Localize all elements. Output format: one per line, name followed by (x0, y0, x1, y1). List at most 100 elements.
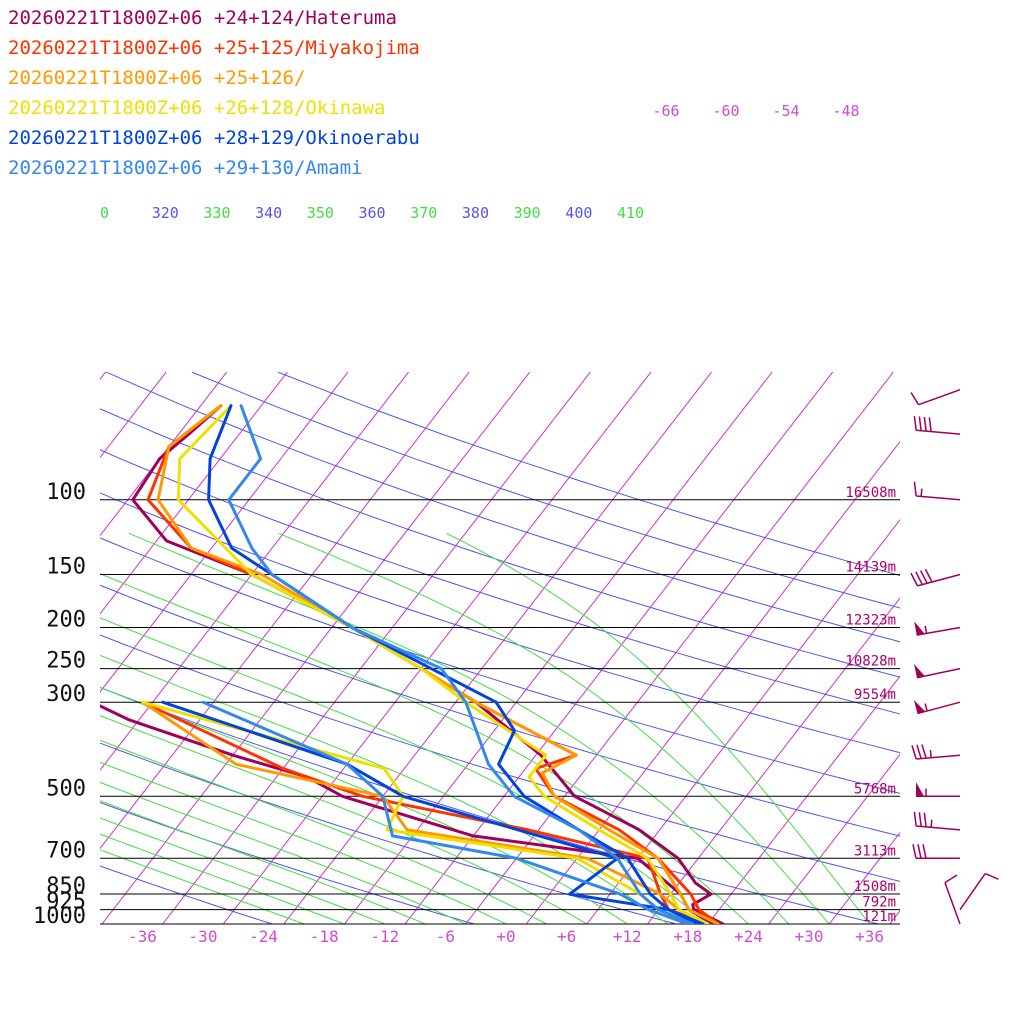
height-label: 121m (862, 909, 896, 925)
theta-label: 400 (565, 204, 592, 222)
top-scale-label: -48 (832, 102, 859, 120)
wind-barb-shaft (916, 667, 961, 679)
legend: 20260221T1800Z+06 +24+124/Hateruma 202602… (8, 7, 420, 179)
wind-barb-pennant (914, 621, 925, 636)
pressure-label: 850 (46, 874, 86, 899)
wind-barb-feather (918, 416, 922, 431)
wind-barb-half-feather (930, 819, 933, 828)
sounding-series (100, 404, 725, 924)
moist-adiabat-line (100, 781, 466, 924)
wind-barb-shaft (916, 429, 961, 435)
pressure-label: 100 (46, 480, 86, 505)
temperature-tick-label: -6 (436, 927, 455, 946)
temperature-tick-label: -36 (128, 927, 157, 946)
pressure-label: 925 (46, 890, 86, 915)
wind-barb-feather (944, 874, 958, 884)
theta-label: 390 (514, 204, 541, 222)
moist-adiabat-line (100, 849, 305, 924)
wind-barb-feather (913, 481, 917, 497)
wind-barb (913, 415, 961, 435)
pressure-label: 1000 (33, 904, 86, 929)
moist-adiabat-line (100, 715, 588, 924)
theta-label: 360 (359, 204, 386, 222)
theta-label: 0 (100, 204, 109, 222)
dry-adiabat-line (100, 742, 677, 924)
isotherm-line (707, 675, 900, 924)
dry-adiabat-line (100, 686, 879, 924)
legend-entry: 20260221T1800Z+06 +29+130/Amami (8, 157, 363, 179)
wind-barb-shaft (917, 573, 961, 587)
wind-barb (913, 481, 961, 501)
top-scale-label: -54 (772, 102, 799, 120)
height-label: 16508m (845, 485, 896, 501)
wind-barb-half-feather (929, 749, 932, 758)
theta-label: 350 (307, 204, 334, 222)
wind-barbs (910, 388, 999, 925)
height-label: 14139m (845, 559, 896, 575)
dry-adiabat-line (100, 584, 900, 837)
wind-barb-feather (917, 844, 922, 859)
isotherm-line (222, 371, 652, 924)
temperature-line (176, 404, 710, 924)
isotherm-line (647, 597, 900, 924)
top-scale-label: -60 (712, 102, 739, 120)
wind-barb-feather (911, 745, 917, 760)
moist-adiabat-line (100, 817, 385, 924)
dry-adiabat-line (100, 801, 475, 924)
wind-barb (910, 568, 961, 587)
wind-barb-feather (918, 812, 922, 827)
legend-entry: 20260221T1800Z+06 +26+128/Okinawa (8, 97, 386, 119)
wind-barb (914, 621, 961, 636)
moist-adiabat-line (100, 761, 507, 924)
wind-barb-feather (921, 744, 927, 759)
theta-label: 370 (410, 204, 437, 222)
dry-adiabat-line (100, 449, 900, 715)
wind-barb (959, 872, 999, 911)
temperature-tick-label: +12 (613, 927, 642, 946)
wind-barb-pennant (916, 782, 924, 797)
theta-label: 380 (462, 204, 489, 222)
moist-adiabat-line (100, 573, 749, 924)
wind-barb-half-feather (924, 625, 928, 634)
wind-barb (913, 811, 961, 831)
height-label: 12323m (845, 612, 896, 628)
moist-adiabat-line (100, 800, 426, 924)
temperature-line (227, 404, 695, 924)
wind-barb-shaft (944, 882, 961, 925)
pressure-label: 200 (46, 607, 86, 632)
height-label: 9554m (854, 687, 896, 703)
legend-entry: 20260221T1800Z+06 +28+129/Okinoerabu (8, 127, 420, 149)
dry-adiabat-line (100, 408, 900, 678)
dry-adiabat-line (100, 865, 273, 924)
moist-adiabat-line (446, 532, 870, 924)
wind-barb-feather (912, 844, 917, 859)
height-label: 5768m (854, 781, 896, 797)
theta-label: 410 (617, 204, 644, 222)
dry-adiabat-line (105, 371, 900, 643)
isotherm-line (100, 371, 470, 850)
temperature-tick-label: -12 (370, 927, 399, 946)
isotherm-line (404, 371, 834, 924)
wind-barb-feather (919, 570, 928, 584)
legend-entry: 20260221T1800Z+06 +25+125/Miyakojima (8, 37, 420, 59)
isotherm-line (525, 440, 900, 924)
wind-barb-half-feather (924, 703, 928, 712)
height-label: 10828m (845, 654, 896, 670)
temperature-tick-label: -24 (249, 927, 278, 946)
temperature-tick-label: -18 (310, 927, 339, 946)
dewpoint-line (161, 700, 700, 924)
height-label: 792m (862, 895, 896, 911)
wind-barb-feather (923, 812, 927, 828)
isotherm-line (100, 371, 288, 615)
wind-barb (916, 782, 960, 798)
wind-barb-feather (910, 572, 919, 587)
dewpoint-line (201, 700, 690, 924)
pressure-label: 300 (46, 682, 86, 707)
theta-label: 340 (255, 204, 282, 222)
temperature-tick-label: +30 (795, 927, 824, 946)
wind-barb (912, 844, 960, 860)
isobar-lines (100, 499, 900, 925)
wind-barb-shaft (918, 388, 961, 406)
